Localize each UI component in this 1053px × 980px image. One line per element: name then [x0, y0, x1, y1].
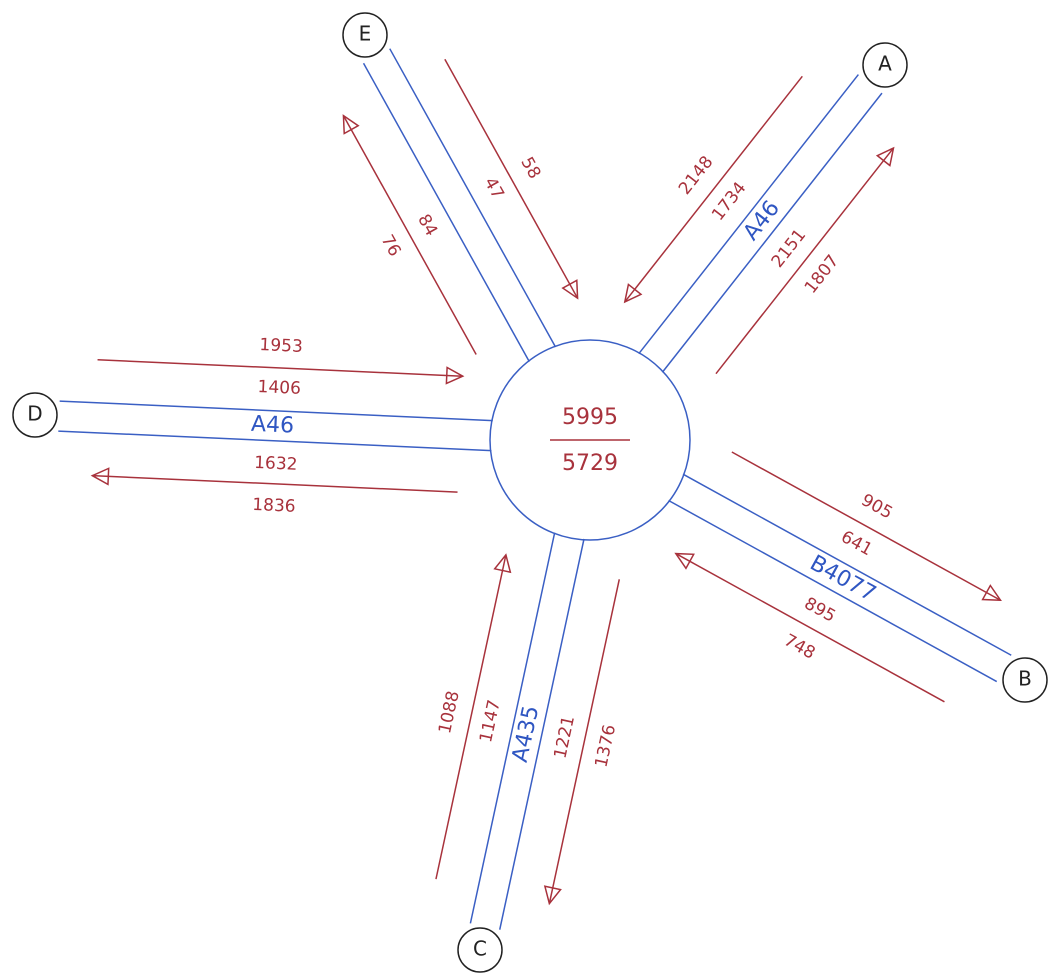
arm-node-label: E [359, 22, 372, 46]
road-label: A46 [250, 412, 294, 439]
flow-count: 1376 [591, 723, 620, 770]
flow-count: 1953 [259, 335, 303, 357]
flow-arrow [92, 476, 457, 492]
flow-count: 84 [413, 211, 441, 240]
roundabout-diagram: 5995 5729 AA462148173418072151BB40779056… [0, 0, 1053, 980]
road-edge [364, 63, 530, 361]
flow-count: 1836 [252, 495, 296, 517]
flow-count: 748 [780, 630, 818, 663]
road-edge [662, 93, 882, 372]
entering-total: 5995 [562, 405, 618, 430]
flow-count: 905 [858, 490, 896, 523]
road-label: A46 [739, 196, 785, 245]
arm-node-label: B [1018, 667, 1032, 691]
flow-arrow [625, 76, 803, 302]
flow-count: 895 [801, 594, 839, 627]
road-label: A435 [508, 703, 544, 764]
flow-count: 2151 [768, 225, 810, 271]
arm-node-label: C [473, 937, 487, 961]
flow-count: 1221 [550, 714, 579, 761]
flow-count: 1406 [257, 377, 301, 399]
flow-arrow [343, 116, 476, 355]
flow-count: 641 [837, 527, 875, 560]
road-edge [390, 49, 556, 347]
flow-arrow [445, 59, 578, 298]
page: 5995 5729 AA462148173418072151BB40779056… [0, 0, 1053, 980]
flow-count: 76 [377, 231, 405, 260]
flow-count: 1632 [254, 453, 298, 475]
arm-node-label: A [878, 52, 892, 76]
flow-count: 1147 [476, 698, 505, 745]
flow-count: 1734 [708, 178, 750, 224]
flow-arrow [716, 148, 894, 374]
flow-count: 58 [516, 154, 544, 183]
road-edge [639, 75, 859, 354]
flow-arrow [98, 360, 463, 376]
road-edge [683, 474, 1011, 655]
arm-node-label: D [27, 402, 42, 426]
flow-count: 47 [480, 174, 508, 203]
exiting-total: 5729 [562, 451, 618, 476]
flow-count: 1088 [435, 689, 464, 736]
flow-arrow [676, 554, 945, 702]
road-edge [669, 500, 997, 681]
